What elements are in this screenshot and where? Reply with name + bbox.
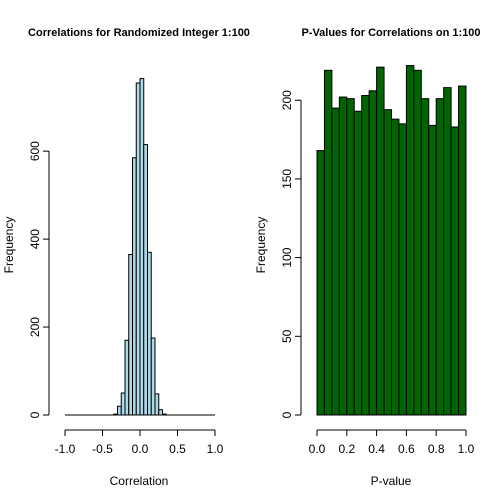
x-tick-label: 0.5	[169, 442, 186, 456]
correlation-y-axis-label: Frequency	[2, 217, 16, 274]
histogram-bar	[120, 392, 126, 416]
y-tick-label: 0	[280, 411, 294, 418]
histogram-bar	[117, 405, 122, 416]
x-tick-label: 0.6	[398, 442, 415, 456]
histogram-bar	[391, 118, 400, 416]
x-tick-label: 0.4	[368, 442, 385, 456]
histogram-bar	[139, 78, 145, 416]
y-tick-label: 400	[28, 229, 42, 249]
x-tick-label: -0.5	[92, 442, 113, 456]
histogram-bar	[346, 98, 355, 416]
x-tick-label: 0.2	[338, 442, 355, 456]
histogram-bar	[132, 157, 137, 416]
histogram-bar	[443, 87, 452, 416]
histogram-bar	[135, 82, 141, 416]
histogram-bar	[316, 150, 325, 416]
histogram-bar	[154, 393, 160, 416]
correlation-x-axis: -1.0 -0.5 0.0 0.5 1.0	[55, 429, 224, 456]
pvalue-histogram-panel: P-Values for Correlations on 1:100 0.0 0.…	[254, 27, 481, 488]
histogram-bar	[413, 69, 422, 416]
histogram-bar	[376, 66, 385, 416]
y-tick-label: 600	[28, 141, 42, 161]
histogram-bar	[428, 124, 437, 416]
correlation-histogram-title: Correlations for Randomized Integer 1:10…	[28, 27, 250, 39]
correlation-x-axis-label: Correlation	[110, 474, 169, 488]
y-tick-label: 100	[280, 247, 294, 267]
x-tick-label: 1.0	[458, 442, 475, 456]
correlation-histogram-panel: Correlations for Randomized Integer 1:10…	[2, 27, 250, 488]
histogram-bar	[331, 107, 340, 416]
pvalue-histogram-bars	[316, 65, 467, 416]
histogram-bar	[323, 69, 333, 416]
y-tick-label: 200	[28, 317, 42, 337]
histogram-bar	[128, 253, 133, 416]
histogram-bar	[450, 126, 460, 416]
pvalue-x-axis: 0.0 0.2 0.4 0.6 0.8 1.0	[309, 429, 475, 456]
histogram-bar	[383, 109, 392, 416]
y-tick-label: 0	[28, 411, 42, 418]
x-tick-label: 0.8	[428, 442, 445, 456]
histogram-bar	[435, 98, 445, 416]
pvalue-x-axis-label: P-value	[371, 474, 412, 488]
histogram-bar	[353, 110, 363, 416]
x-tick-label: 0.0	[309, 442, 326, 456]
histogram-bar	[420, 98, 430, 416]
y-tick-label: 150	[280, 169, 294, 189]
histogram-bar	[368, 90, 378, 416]
histogram-bar	[124, 339, 130, 416]
histogram-bar	[361, 94, 370, 416]
correlation-y-axis: 0 200 400 600	[28, 141, 50, 418]
histogram-bar	[143, 144, 148, 416]
pvalue-y-axis: 0 50 100 150 200	[280, 90, 302, 418]
x-tick-label: 1.0	[207, 442, 224, 456]
histogram-bar	[150, 337, 156, 416]
x-tick-label: -1.0	[55, 442, 76, 456]
histogram-bar	[405, 65, 415, 416]
histogram-bar	[458, 85, 467, 416]
histogram-bar	[158, 409, 163, 416]
pvalue-y-axis-label: Frequency	[254, 217, 268, 274]
pvalue-histogram-title: P-Values for Correlations on 1:100	[301, 27, 480, 39]
histogram-bar	[398, 123, 407, 416]
histogram-bar	[338, 96, 348, 416]
correlation-histogram-bars	[113, 78, 167, 416]
y-tick-label: 50	[280, 329, 294, 343]
histogram-bar	[147, 251, 152, 416]
y-tick-label: 200	[280, 90, 294, 110]
x-tick-label: 0.0	[132, 442, 149, 456]
